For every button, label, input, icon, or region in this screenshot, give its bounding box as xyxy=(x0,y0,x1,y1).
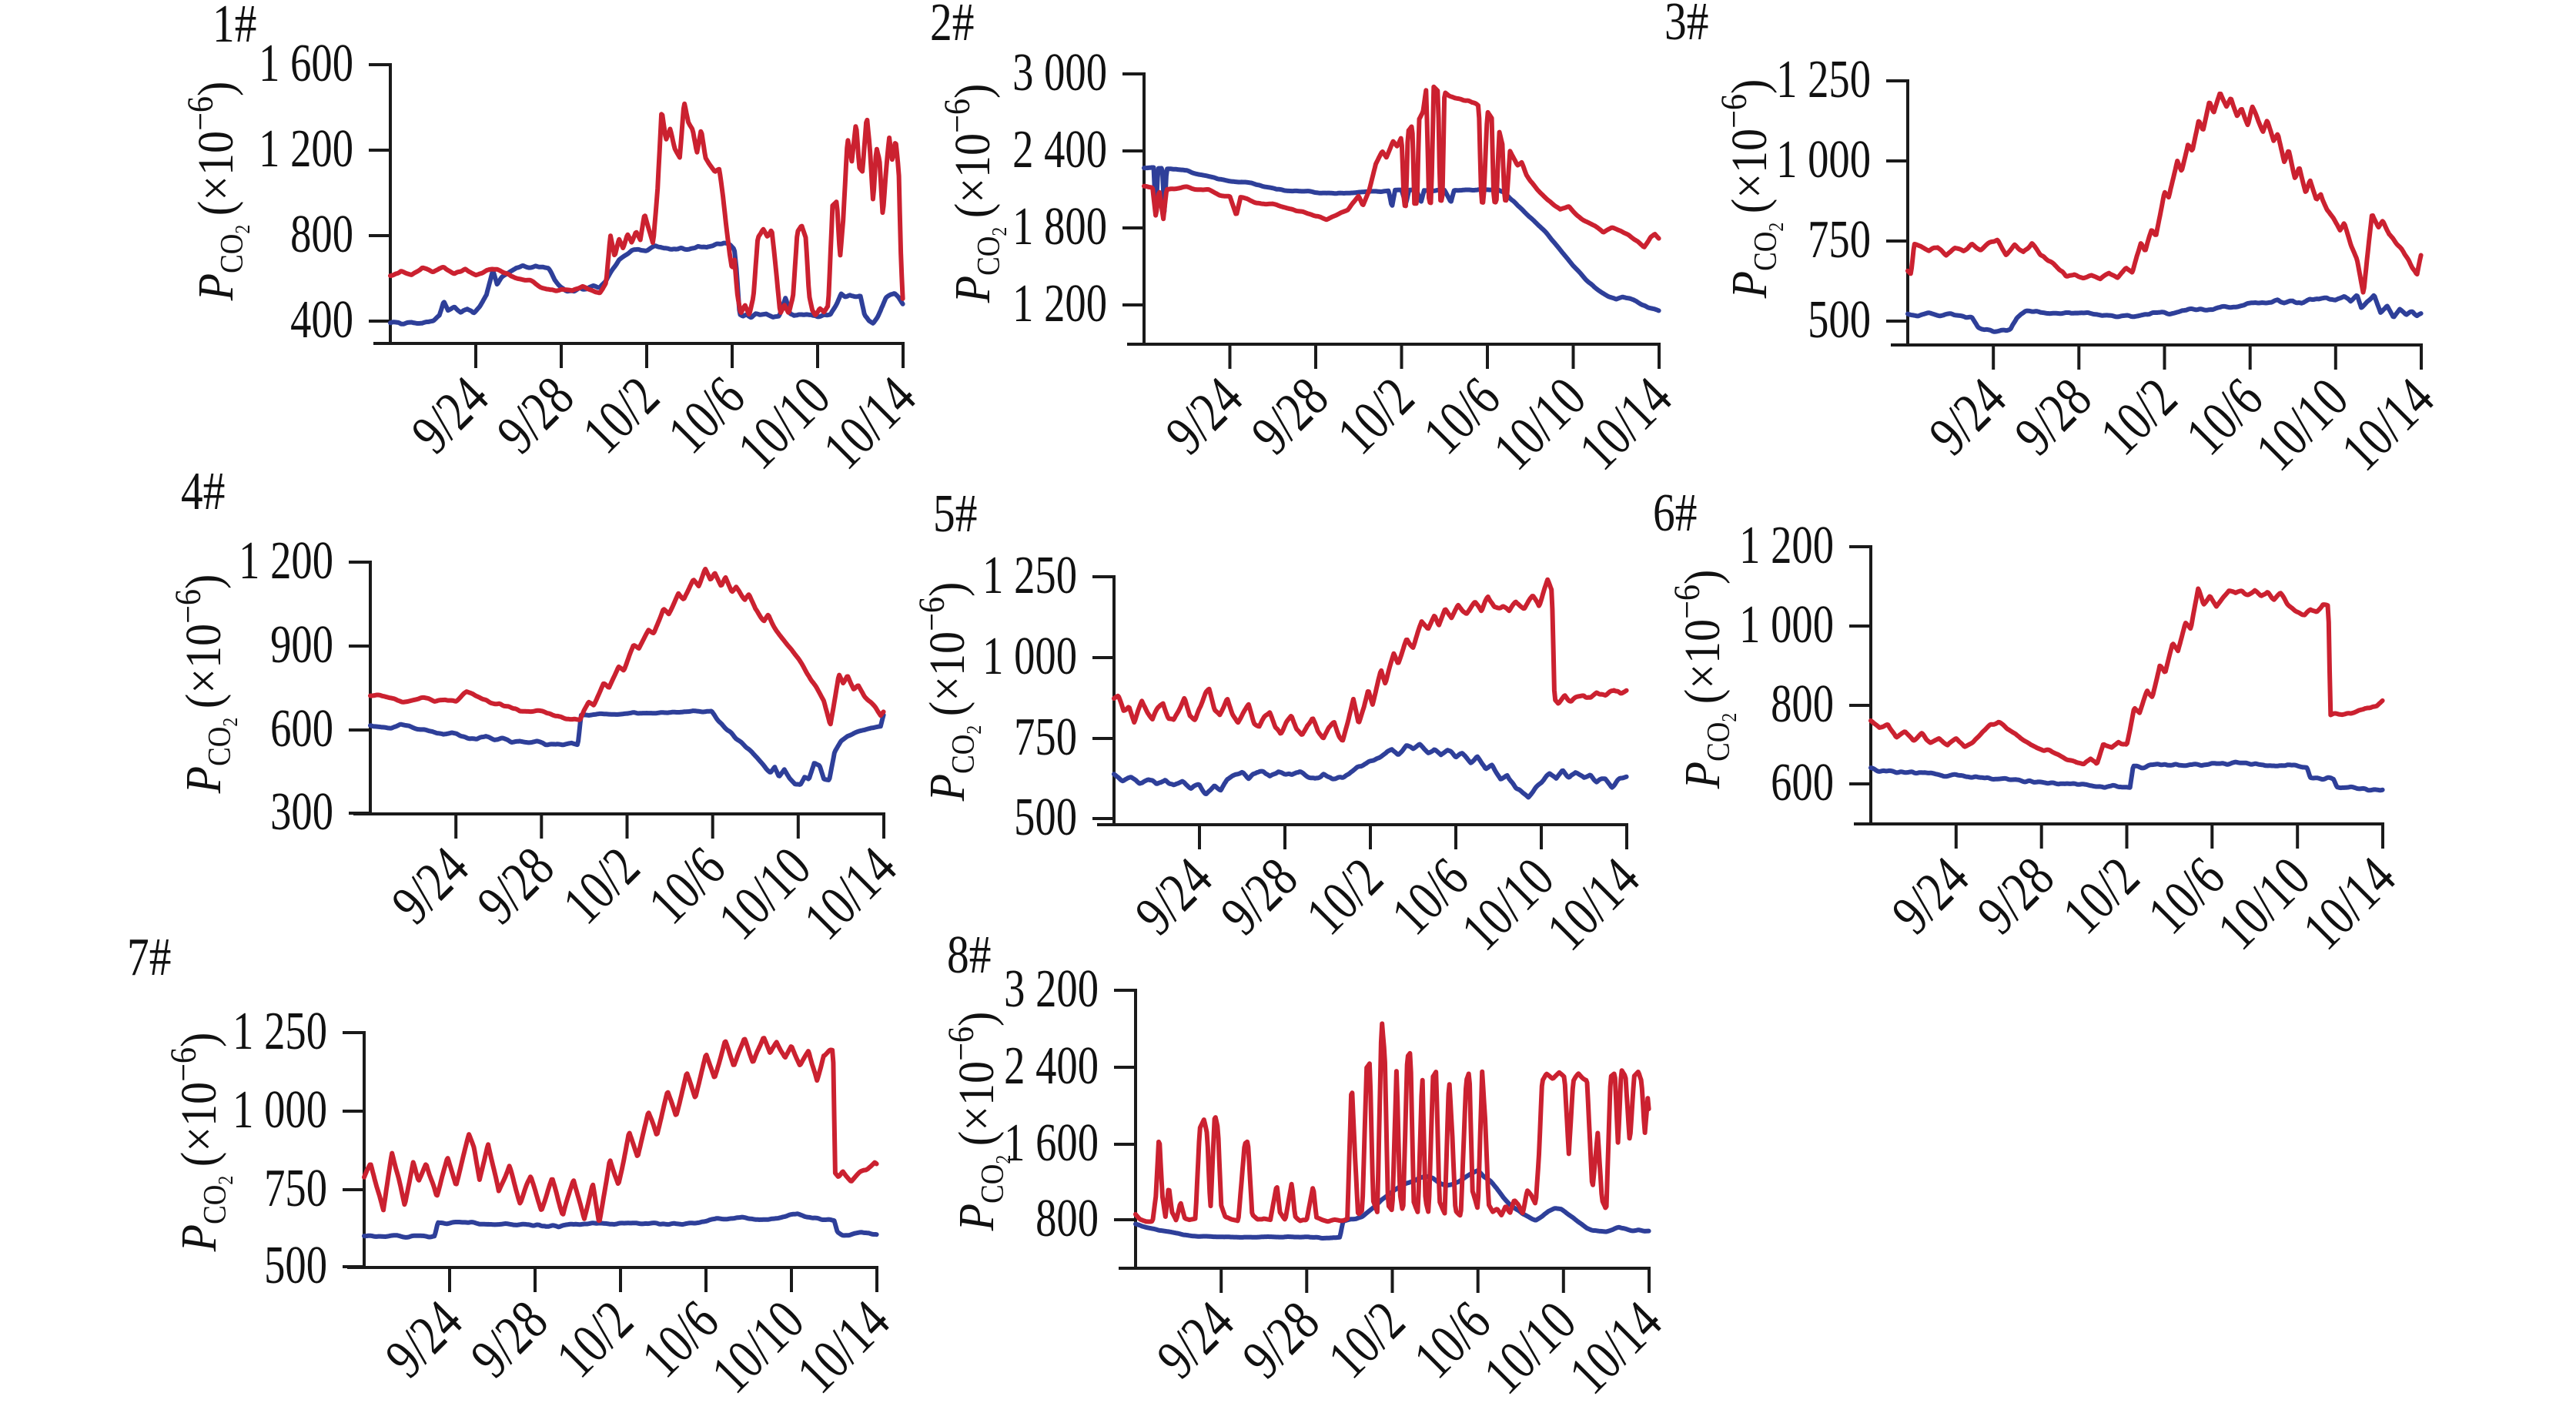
svg-text:800: 800 xyxy=(1771,674,1834,734)
svg-text:2 400: 2 400 xyxy=(1004,1036,1099,1096)
svg-text:1 000: 1 000 xyxy=(233,1080,327,1140)
svg-text:3#: 3# xyxy=(1664,0,1708,51)
svg-text:750: 750 xyxy=(264,1158,327,1218)
svg-text:7#: 7# xyxy=(127,927,171,987)
svg-text:1 000: 1 000 xyxy=(1776,129,1871,189)
svg-text:PCO2 (×10−6): PCO2 (×10−6) xyxy=(937,84,1012,304)
svg-text:1 800: 1 800 xyxy=(1012,196,1107,256)
svg-text:300: 300 xyxy=(270,782,333,842)
svg-text:1 200: 1 200 xyxy=(239,531,333,591)
svg-text:2 400: 2 400 xyxy=(1012,119,1107,179)
svg-text:3 000: 3 000 xyxy=(1012,42,1107,102)
svg-text:PCO2 (×10−6): PCO2 (×10−6) xyxy=(163,1033,238,1253)
svg-text:750: 750 xyxy=(1808,209,1871,270)
svg-text:PCO2 (×10−6): PCO2 (×10−6) xyxy=(1667,570,1741,790)
svg-text:1 250: 1 250 xyxy=(1776,49,1871,109)
svg-text:1#: 1# xyxy=(212,0,256,53)
svg-text:750: 750 xyxy=(1014,707,1077,767)
svg-text:1 200: 1 200 xyxy=(259,119,353,179)
svg-text:400: 400 xyxy=(290,290,353,350)
svg-text:8#: 8# xyxy=(947,925,991,985)
svg-text:PCO2 (×10−6): PCO2 (×10−6) xyxy=(180,82,255,302)
svg-text:1 600: 1 600 xyxy=(1004,1113,1099,1173)
svg-text:1 250: 1 250 xyxy=(233,1001,327,1061)
svg-text:500: 500 xyxy=(1808,290,1871,350)
svg-text:PCO2 (×10−6): PCO2 (×10−6) xyxy=(941,1012,1015,1232)
svg-text:600: 600 xyxy=(270,698,333,758)
svg-text:1 000: 1 000 xyxy=(982,626,1077,686)
svg-text:800: 800 xyxy=(290,204,353,264)
svg-text:PCO2 (×10−6): PCO2 (×10−6) xyxy=(912,582,986,802)
svg-text:6#: 6# xyxy=(1653,483,1697,543)
svg-text:PCO2 (×10−6): PCO2 (×10−6) xyxy=(1714,79,1788,300)
svg-text:1 600: 1 600 xyxy=(259,33,353,93)
svg-text:1 200: 1 200 xyxy=(1012,273,1107,333)
svg-text:3 200: 3 200 xyxy=(1004,959,1099,1019)
svg-text:500: 500 xyxy=(1014,787,1077,847)
svg-text:1 200: 1 200 xyxy=(1739,515,1834,575)
svg-text:2#: 2# xyxy=(930,0,974,52)
svg-text:PCO2 (×10−6): PCO2 (×10−6) xyxy=(168,574,243,795)
svg-text:1 000: 1 000 xyxy=(1739,594,1834,655)
svg-text:800: 800 xyxy=(1035,1188,1099,1248)
svg-text:5#: 5# xyxy=(933,484,977,544)
svg-text:900: 900 xyxy=(270,614,333,675)
svg-text:600: 600 xyxy=(1771,752,1834,812)
svg-text:4#: 4# xyxy=(181,461,225,521)
svg-text:500: 500 xyxy=(264,1235,327,1295)
svg-text:1 250: 1 250 xyxy=(982,545,1077,605)
